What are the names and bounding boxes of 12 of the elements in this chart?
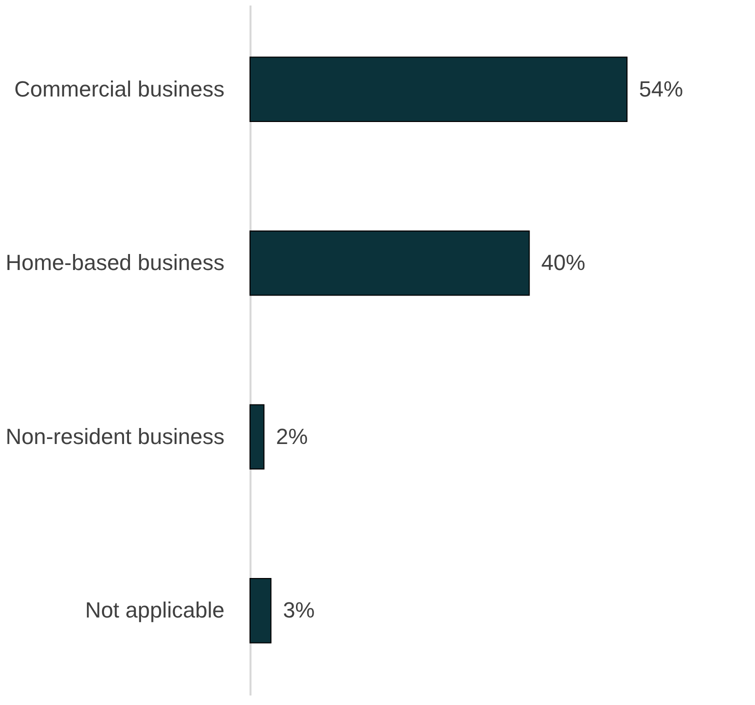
y-tick-label: Home-based business <box>6 250 224 276</box>
data-label: 2% <box>276 424 308 449</box>
data-label: 40% <box>541 250 586 276</box>
bar <box>250 578 272 644</box>
bar <box>250 56 628 122</box>
data-label: 3% <box>282 598 315 623</box>
data-label: 54% <box>639 76 684 102</box>
y-tick-label: Non-resident business <box>6 424 224 449</box>
y-tick-label: Commercial business <box>14 76 224 102</box>
bar <box>250 404 264 470</box>
bar <box>250 230 530 296</box>
y-tick-label: Not applicable <box>85 598 224 623</box>
